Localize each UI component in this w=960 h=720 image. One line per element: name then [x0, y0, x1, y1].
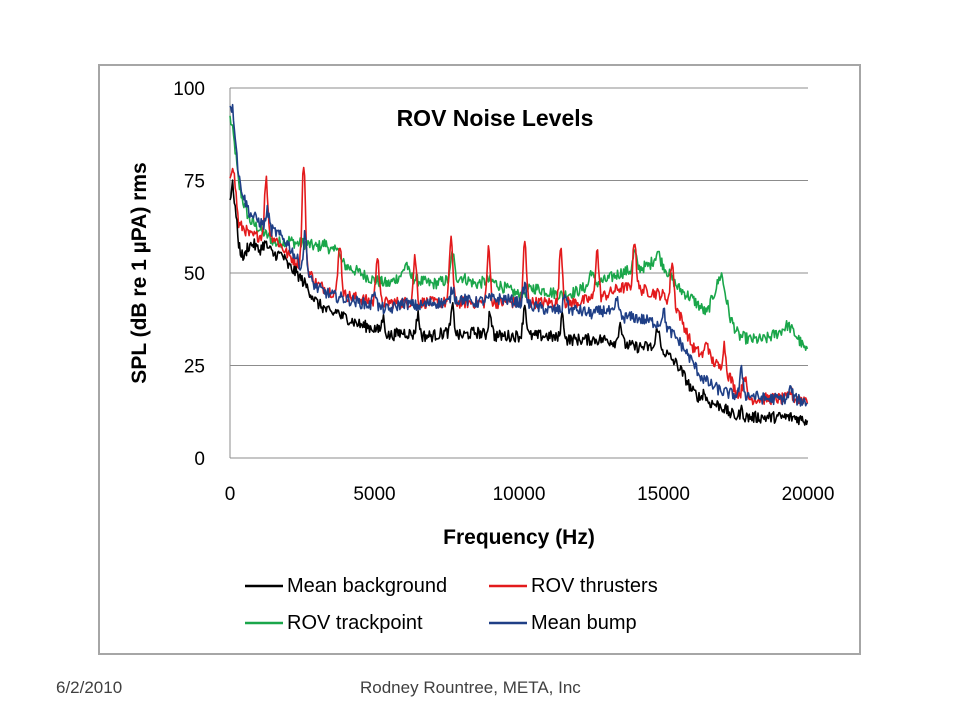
footer-date: 6/2/2010: [56, 678, 123, 697]
legend-entry: Mean bump: [531, 612, 637, 634]
legend-entry: ROV thrusters: [531, 575, 658, 597]
legend-entry: ROV trackpoint: [287, 612, 423, 634]
x-axis-label: Frequency (Hz): [443, 526, 595, 549]
chart-title: ROV Noise Levels: [397, 105, 594, 131]
y-tick-label: 0: [194, 449, 205, 470]
y-tick-label: 50: [184, 264, 205, 285]
y-tick-label: 100: [173, 79, 205, 100]
y-axis-label: SPL (dB re 1 µPA) rms: [128, 162, 151, 383]
x-tick-label: 0: [225, 484, 236, 505]
series-line-mean-background: [229, 179, 809, 426]
chart-frame: 0 25 50 75 100 0 5000 10000 15000 20000 ROV Noise …: [98, 64, 861, 655]
x-tick-label: 5000: [353, 484, 395, 505]
x-tick-label: 10000: [493, 484, 546, 505]
y-tick-label: 25: [184, 357, 205, 378]
x-tick-label: 20000: [782, 484, 835, 505]
x-tick-label: 15000: [637, 484, 690, 505]
legend-entry: Mean background: [287, 575, 447, 597]
series-line-rov-trackpoint: [229, 115, 809, 351]
footer-author: Rodney Rountree, META, Inc: [360, 678, 581, 697]
series-line-mean-bump: [229, 103, 808, 407]
chart-svg: 0 25 50 75 100 0 5000 10000 15000 20000 ROV Noise …: [128, 79, 835, 634]
y-tick-label: 75: [184, 172, 205, 193]
